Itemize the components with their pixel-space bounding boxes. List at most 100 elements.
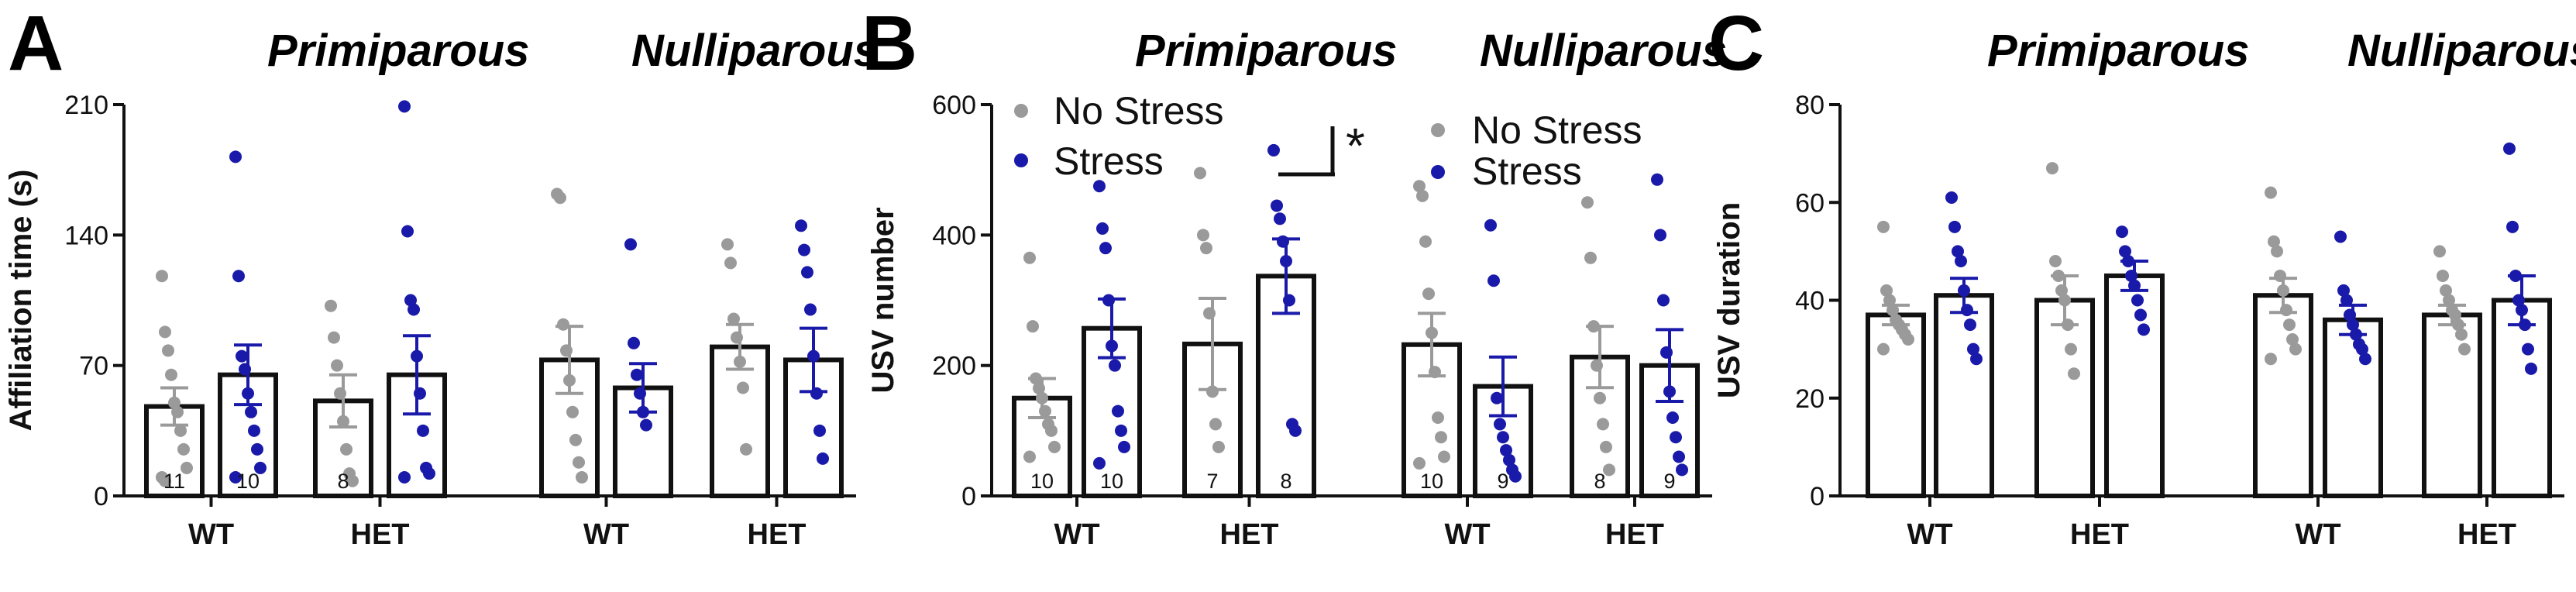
- data-point-stress: [398, 470, 411, 484]
- data-point-no-stress: [1880, 284, 1893, 297]
- data-point-stress: [1487, 274, 1500, 287]
- data-point-no-stress: [1438, 450, 1450, 463]
- legend-marker-no-stress: [1431, 123, 1445, 137]
- data-point-stress: [2116, 225, 2128, 239]
- data-point-no-stress: [1594, 391, 1606, 404]
- data-point-no-stress: [1597, 418, 1609, 431]
- data-point-stress: [236, 349, 248, 363]
- data-point-no-stress: [1902, 333, 1914, 346]
- data-point-stress: [1115, 424, 1127, 437]
- data-point-no-stress: [1209, 418, 1222, 431]
- data-point-stress: [804, 303, 817, 316]
- data-point-no-stress: [165, 368, 177, 381]
- data-point-stress: [2334, 230, 2347, 243]
- y-tick-label: 210: [64, 91, 108, 120]
- data-point-no-stress: [1197, 229, 1209, 242]
- data-point-no-stress: [2458, 342, 2471, 356]
- data-point-stress: [1289, 424, 1302, 437]
- legend-label-stress: Stress: [1472, 150, 1582, 193]
- data-point-no-stress: [2265, 353, 2277, 366]
- data-point-stress: [251, 442, 263, 456]
- data-point-no-stress: [1212, 440, 1225, 453]
- bar-no-stress: [2253, 293, 2313, 498]
- x-tick-label-het: HET: [2070, 518, 2129, 551]
- data-point-stress: [1491, 391, 1503, 404]
- data-point-no-stress: [1883, 294, 1896, 307]
- panel-a: A Primiparous Nulliparous 0 70 140 210 Affiliat…: [4, 0, 879, 551]
- data-point-no-stress: [1048, 440, 1061, 453]
- data-point-stress: [813, 424, 826, 437]
- data-point-no-stress: [1877, 342, 1890, 356]
- n-label: 11: [163, 470, 185, 493]
- n-label: 8: [1280, 470, 1291, 493]
- data-point-no-stress: [340, 442, 353, 456]
- data-point-no-stress: [1584, 251, 1597, 264]
- data-point-no-stress: [576, 470, 588, 484]
- n-label: 9: [1663, 470, 1675, 493]
- data-point-stress: [417, 424, 429, 437]
- n-label: 10: [1030, 470, 1054, 493]
- y-tick-label: 20: [1795, 384, 1825, 414]
- data-point-no-stress: [331, 359, 343, 372]
- data-point-no-stress: [177, 442, 190, 456]
- x-tick-label-het: HET: [2457, 518, 2516, 551]
- data-point-stress: [254, 461, 267, 474]
- y-tick-label: 140: [64, 221, 108, 250]
- data-point-stress: [1112, 404, 1124, 418]
- data-point-no-stress: [740, 442, 752, 456]
- bar-no-stress: [2422, 312, 2482, 498]
- x-tick-label-wt: WT: [188, 518, 234, 551]
- data-point-no-stress: [1045, 424, 1058, 437]
- data-point-no-stress: [162, 344, 174, 357]
- data-point-stress: [1503, 453, 1515, 466]
- x-tick-label-het: HET: [351, 518, 410, 551]
- data-point-no-stress: [2046, 162, 2058, 175]
- bar-no-stress: [1866, 312, 1926, 498]
- data-point-stress: [2134, 308, 2147, 322]
- data-point-no-stress: [2049, 255, 2062, 267]
- data-point-no-stress: [1603, 463, 1615, 477]
- y-axis-label: USV duration: [1712, 202, 1746, 398]
- data-point-no-stress: [2065, 342, 2077, 356]
- data-point-stress: [229, 470, 242, 484]
- y-tick-label: 600: [932, 91, 976, 120]
- data-point-no-stress: [554, 191, 566, 205]
- data-point-stress: [1494, 418, 1506, 431]
- data-point-stress: [2337, 284, 2350, 297]
- data-point-no-stress: [2440, 284, 2452, 297]
- data-point-no-stress: [2433, 245, 2446, 258]
- data-point-no-stress: [159, 474, 171, 487]
- data-point-no-stress: [1432, 411, 1444, 424]
- data-point-stress: [798, 243, 810, 256]
- data-point-stress: [640, 418, 652, 432]
- data-point-no-stress: [1200, 242, 1212, 255]
- data-point-stress: [2119, 245, 2131, 258]
- data-point-no-stress: [557, 318, 569, 331]
- data-point-no-stress: [2068, 367, 2080, 380]
- n-label: 7: [1206, 470, 1218, 493]
- data-point-stress: [817, 452, 829, 465]
- data-point-stress: [1274, 212, 1286, 225]
- data-point-no-stress: [346, 474, 359, 487]
- group-title-nulliparous: Nulliparous: [2347, 26, 2576, 76]
- y-tick-label: 80: [1795, 91, 1825, 120]
- x-tick-label-het: HET: [748, 518, 807, 551]
- y-tick-label: 0: [961, 482, 976, 511]
- data-point-no-stress: [325, 299, 337, 312]
- n-label: 10: [1100, 470, 1123, 493]
- legend-label-stress: Stress: [1054, 139, 1164, 183]
- data-point-stress: [1964, 318, 1976, 332]
- data-point-stress: [795, 219, 807, 232]
- data-point-stress: [404, 294, 417, 307]
- data-point-stress: [628, 336, 640, 349]
- group-title-nulliparous: Nulliparous: [1480, 26, 1727, 76]
- data-point-stress: [1500, 444, 1512, 457]
- panel-letter: C: [1708, 0, 1764, 87]
- panel-b: B Primiparous Nulliparous 0 200 400 600 USV num…: [862, 0, 1727, 551]
- data-point-no-stress: [569, 433, 582, 446]
- y-tick-label: 60: [1795, 188, 1825, 218]
- data-point-no-stress: [1023, 251, 1036, 264]
- bar-stress: [2104, 273, 2165, 498]
